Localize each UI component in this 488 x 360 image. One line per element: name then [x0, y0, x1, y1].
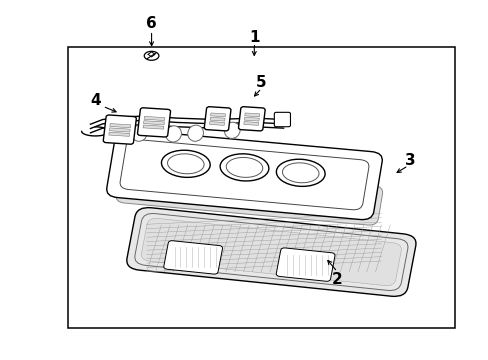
Bar: [109, 128, 130, 132]
FancyBboxPatch shape: [274, 112, 290, 127]
Bar: [144, 116, 164, 121]
Ellipse shape: [226, 157, 262, 177]
Ellipse shape: [161, 150, 210, 177]
FancyBboxPatch shape: [116, 164, 382, 225]
Ellipse shape: [282, 163, 318, 183]
Bar: [210, 117, 224, 121]
Text: 1: 1: [248, 30, 259, 45]
Ellipse shape: [144, 51, 159, 60]
Bar: [209, 122, 224, 125]
Bar: [68, 47, 454, 328]
Bar: [244, 113, 259, 117]
Bar: [244, 122, 258, 125]
Ellipse shape: [131, 125, 147, 141]
Text: 2: 2: [331, 271, 342, 287]
FancyBboxPatch shape: [204, 107, 230, 131]
FancyBboxPatch shape: [120, 139, 368, 210]
Text: 4: 4: [90, 93, 101, 108]
FancyBboxPatch shape: [135, 213, 407, 291]
Bar: [244, 117, 259, 121]
Bar: [143, 121, 164, 125]
FancyBboxPatch shape: [238, 107, 264, 131]
Ellipse shape: [165, 126, 181, 142]
FancyBboxPatch shape: [103, 115, 136, 144]
Ellipse shape: [220, 154, 268, 181]
Ellipse shape: [167, 154, 203, 174]
Bar: [210, 113, 225, 117]
FancyBboxPatch shape: [137, 108, 170, 137]
Bar: [110, 123, 130, 128]
FancyBboxPatch shape: [106, 130, 382, 220]
Ellipse shape: [276, 159, 325, 186]
Ellipse shape: [224, 122, 240, 138]
FancyBboxPatch shape: [141, 218, 401, 286]
FancyBboxPatch shape: [126, 208, 415, 296]
Text: 6: 6: [146, 16, 157, 31]
Text: 3: 3: [405, 153, 415, 168]
Bar: [109, 132, 129, 136]
Ellipse shape: [187, 125, 203, 141]
Bar: [143, 125, 163, 129]
Text: 5: 5: [256, 75, 266, 90]
FancyBboxPatch shape: [163, 241, 222, 274]
FancyBboxPatch shape: [276, 248, 334, 281]
